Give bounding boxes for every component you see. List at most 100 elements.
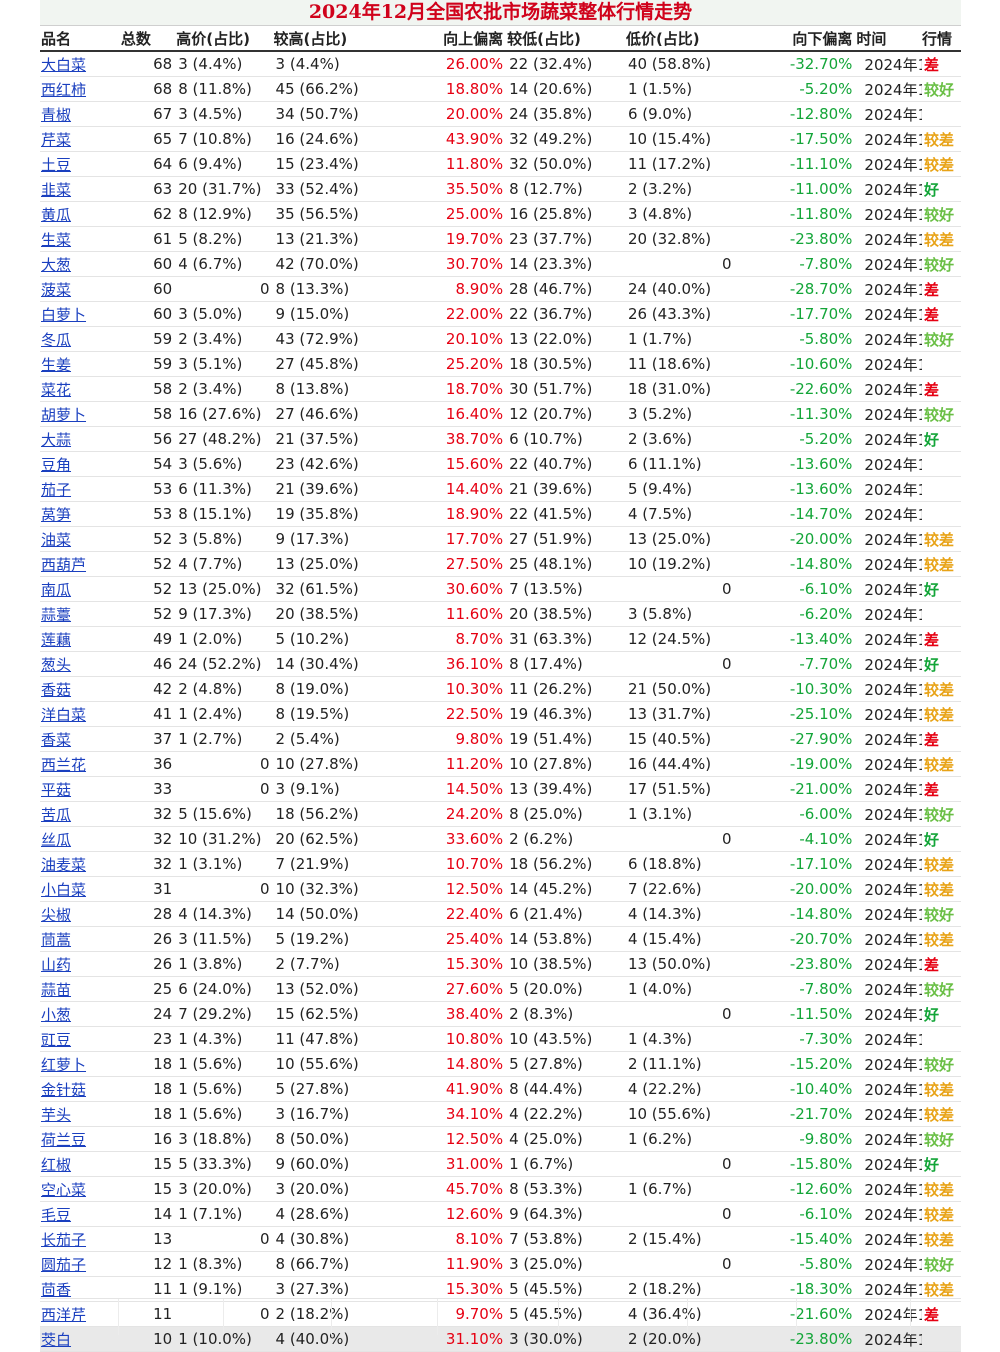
vegetable-name-cell[interactable]: 毛豆 (40, 1201, 121, 1227)
vegetable-name-cell[interactable]: 洋白菜 (40, 701, 121, 727)
vegetable-name-cell[interactable]: 韭菜 (40, 176, 121, 202)
vegetable-link[interactable]: 小白菜 (41, 880, 87, 899)
vegetable-link[interactable]: 尖椒 (41, 905, 72, 924)
vegetable-link[interactable]: 苦瓜 (41, 805, 72, 824)
vegetable-name-cell[interactable]: 茴香 (40, 1276, 121, 1302)
vegetable-link[interactable]: 莲藕 (41, 630, 72, 649)
vegetable-name-cell[interactable]: 白萝卜 (40, 301, 121, 327)
vegetable-name-cell[interactable]: 茼蒿 (40, 926, 121, 952)
vegetable-link[interactable]: 豆角 (41, 455, 72, 474)
vegetable-link[interactable]: 金针菇 (41, 1080, 87, 1099)
vegetable-link[interactable]: 蒜苗 (41, 980, 72, 999)
vegetable-link[interactable]: 白萝卜 (41, 305, 87, 324)
vegetable-link[interactable]: 西洋芹 (41, 1305, 87, 1324)
vegetable-name-cell[interactable]: 黄瓜 (40, 201, 121, 227)
vegetable-link[interactable]: 油菜 (41, 530, 72, 549)
vegetable-link[interactable]: 南瓜 (41, 580, 72, 599)
vegetable-name-cell[interactable]: 蒜薹 (40, 601, 121, 627)
vegetable-name-cell[interactable]: 苦瓜 (40, 801, 121, 827)
vegetable-link[interactable]: 大蒜 (41, 430, 72, 449)
vegetable-name-cell[interactable]: 生菜 (40, 226, 121, 252)
vegetable-link[interactable]: 葱头 (41, 655, 72, 674)
vegetable-link[interactable]: 胡萝卜 (41, 405, 87, 424)
vegetable-name-cell[interactable]: 西红柿 (40, 76, 121, 102)
vegetable-name-cell[interactable]: 油麦菜 (40, 851, 121, 877)
vegetable-name-cell[interactable]: 小白菜 (40, 876, 121, 902)
vegetable-link[interactable]: 小葱 (41, 1005, 72, 1024)
vegetable-link[interactable]: 山药 (41, 955, 72, 974)
vegetable-name-cell[interactable]: 菠菜 (40, 276, 121, 302)
vegetable-link[interactable]: 大葱 (41, 255, 72, 274)
vegetable-link[interactable]: 土豆 (41, 155, 72, 174)
vegetable-link[interactable]: 西红柿 (41, 80, 87, 99)
vegetable-name-cell[interactable]: 豇豆 (40, 1026, 121, 1052)
vegetable-link[interactable]: 韭菜 (41, 180, 72, 199)
vegetable-name-cell[interactable]: 葱头 (40, 651, 121, 677)
vegetable-name-cell[interactable]: 香菜 (40, 726, 121, 752)
vegetable-link[interactable]: 芋头 (41, 1105, 72, 1124)
vegetable-name-cell[interactable]: 金针菇 (40, 1076, 121, 1102)
vegetable-link[interactable]: 蒜薹 (41, 605, 72, 624)
vegetable-link[interactable]: 圆茄子 (41, 1255, 87, 1274)
vegetable-link[interactable]: 青椒 (41, 105, 72, 124)
vegetable-name-cell[interactable]: 空心菜 (40, 1176, 121, 1202)
vegetable-name-cell[interactable]: 西葫芦 (40, 551, 121, 577)
vegetable-name-cell[interactable]: 豆角 (40, 451, 121, 477)
vegetable-link[interactable]: 大白菜 (41, 55, 87, 74)
vegetable-name-cell[interactable]: 尖椒 (40, 901, 121, 927)
vegetable-name-cell[interactable]: 土豆 (40, 151, 121, 177)
vegetable-link[interactable]: 洋白菜 (41, 705, 87, 724)
vegetable-name-cell[interactable]: 西洋芹 (40, 1301, 121, 1327)
vegetable-name-cell[interactable]: 生姜 (40, 351, 121, 377)
vegetable-link[interactable]: 茼蒿 (41, 930, 72, 949)
vegetable-name-cell[interactable]: 大葱 (40, 251, 121, 277)
vegetable-name-cell[interactable]: 芋头 (40, 1101, 121, 1127)
vegetable-link[interactable]: 红椒 (41, 1155, 72, 1174)
vegetable-link[interactable]: 香菜 (41, 730, 72, 749)
vegetable-link[interactable]: 红萝卜 (41, 1055, 87, 1074)
vegetable-name-cell[interactable]: 冬瓜 (40, 326, 121, 352)
vegetable-name-cell[interactable]: 小葱 (40, 1001, 121, 1027)
vegetable-link[interactable]: 丝瓜 (41, 830, 72, 849)
vegetable-name-cell[interactable]: 圆茄子 (40, 1251, 121, 1277)
vegetable-link[interactable]: 菜花 (41, 380, 72, 399)
vegetable-name-cell[interactable]: 红萝卜 (40, 1051, 121, 1077)
vegetable-name-cell[interactable]: 胡萝卜 (40, 401, 121, 427)
vegetable-link[interactable]: 空心菜 (41, 1180, 87, 1199)
vegetable-link[interactable]: 茄子 (41, 480, 72, 499)
vegetable-name-cell[interactable]: 莲藕 (40, 626, 121, 652)
vegetable-link[interactable]: 油麦菜 (41, 855, 87, 874)
vegetable-name-cell[interactable]: 茄子 (40, 476, 121, 502)
vegetable-name-cell[interactable]: 油菜 (40, 526, 121, 552)
vegetable-link[interactable]: 莴笋 (41, 505, 72, 524)
vegetable-name-cell[interactable]: 芹菜 (40, 126, 121, 152)
vegetable-link[interactable]: 生姜 (41, 355, 72, 374)
vegetable-link[interactable]: 香菇 (41, 680, 72, 699)
vegetable-link[interactable]: 平菇 (41, 780, 72, 799)
vegetable-name-cell[interactable]: 大蒜 (40, 426, 121, 452)
vegetable-link[interactable]: 毛豆 (41, 1205, 72, 1224)
vegetable-link[interactable]: 生菜 (41, 230, 72, 249)
vegetable-link[interactable]: 菠菜 (41, 280, 72, 299)
vegetable-link[interactable]: 西兰花 (41, 755, 87, 774)
vegetable-name-cell[interactable]: 大白菜 (40, 51, 121, 77)
vegetable-name-cell[interactable]: 荷兰豆 (40, 1126, 121, 1152)
vegetable-link[interactable]: 荷兰豆 (41, 1130, 87, 1149)
vegetable-link[interactable]: 黄瓜 (41, 205, 72, 224)
vegetable-name-cell[interactable]: 长茄子 (40, 1226, 121, 1252)
vegetable-name-cell[interactable]: 南瓜 (40, 576, 121, 602)
vegetable-name-cell[interactable]: 丝瓜 (40, 826, 121, 852)
vegetable-name-cell[interactable]: 蒜苗 (40, 976, 121, 1002)
vegetable-name-cell[interactable]: 青椒 (40, 101, 121, 127)
vegetable-name-cell[interactable]: 莴笋 (40, 501, 121, 527)
vegetable-link[interactable]: 茴香 (41, 1280, 72, 1299)
vegetable-link[interactable]: 长茄子 (41, 1230, 87, 1249)
vegetable-link[interactable]: 西葫芦 (41, 555, 87, 574)
vegetable-name-cell[interactable]: 红椒 (40, 1151, 121, 1177)
vegetable-link[interactable]: 芹菜 (41, 130, 72, 149)
vegetable-name-cell[interactable]: 香菇 (40, 676, 121, 702)
vegetable-name-cell[interactable]: 平菇 (40, 776, 121, 802)
vegetable-name-cell[interactable]: 山药 (40, 951, 121, 977)
vegetable-link[interactable]: 豇豆 (41, 1030, 72, 1049)
vegetable-name-cell[interactable]: 西兰花 (40, 751, 121, 777)
